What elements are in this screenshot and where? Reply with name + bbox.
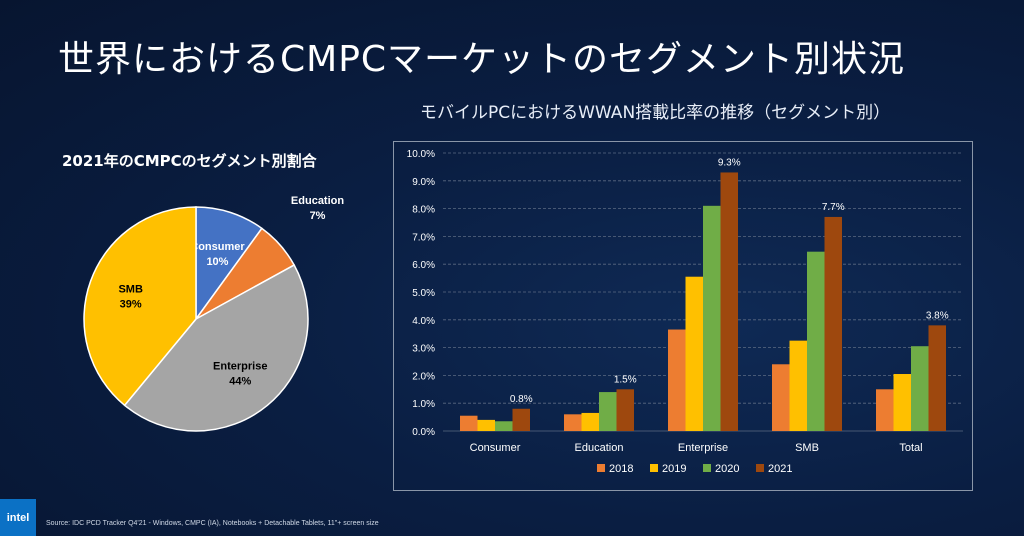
- data-label-enterprise: 9.3%: [718, 157, 741, 168]
- bar-education-2020: [599, 392, 617, 431]
- bar-consumer-2019: [477, 419, 495, 431]
- bar-total-2019: [893, 374, 911, 431]
- y-tick-label: 1.0%: [412, 399, 435, 410]
- pie-value-enterprise: 44%: [229, 376, 251, 388]
- y-tick-label: 2.0%: [412, 371, 435, 382]
- y-tick-label: 5.0%: [412, 288, 435, 299]
- x-tick-label: Consumer: [470, 442, 521, 454]
- legend-swatch-2018: [597, 464, 605, 472]
- bar-smb-2020: [807, 251, 825, 431]
- bar-total-2018: [876, 389, 894, 431]
- pie-slice-smb: [83, 206, 197, 407]
- pie-label-smb: SMB: [118, 283, 143, 295]
- pie-value-consumer: 10%: [206, 256, 228, 268]
- bar-education-2019: [581, 412, 599, 431]
- bar-consumer-2018: [460, 415, 478, 431]
- y-tick-label: 4.0%: [412, 316, 435, 327]
- bar-enterprise-2020: [703, 205, 721, 431]
- legend-label-2019: 2019: [662, 463, 686, 475]
- y-tick-label: 8.0%: [412, 205, 435, 216]
- y-tick-label: 0.0%: [412, 427, 435, 438]
- pie-label-consumer: Consumer: [190, 241, 245, 253]
- pie-value-smb: 39%: [120, 298, 142, 310]
- y-tick-label: 7.0%: [412, 232, 435, 243]
- pie-chart-title: 2021年のCMPCのセグメント別割合: [62, 152, 317, 170]
- y-tick-label: 6.0%: [412, 260, 435, 271]
- bar-consumer-2021: [512, 408, 530, 431]
- intel-logo: intel: [0, 499, 36, 536]
- legend-swatch-2021: [756, 464, 764, 472]
- data-label-total: 3.8%: [926, 310, 949, 321]
- bar-total-2021: [928, 325, 946, 431]
- bar-consumer-2020: [495, 421, 513, 431]
- x-tick-label: Education: [575, 442, 624, 454]
- pie-label-education: Education: [291, 195, 344, 207]
- y-tick-label: 10.0%: [407, 149, 435, 160]
- data-label-consumer: 0.8%: [510, 394, 533, 405]
- pie-value-education: 7%: [310, 210, 326, 222]
- x-tick-label: Enterprise: [678, 442, 728, 454]
- source-note: Source: IDC PCD Tracker Q4'21 - Windows,…: [46, 520, 379, 527]
- data-label-education: 1.5%: [614, 374, 637, 385]
- legend-label-2021: 2021: [768, 463, 792, 475]
- intel-logo-text: intel: [6, 511, 30, 524]
- bar-education-2021: [616, 389, 634, 431]
- x-tick-label: SMB: [795, 442, 819, 454]
- bar-enterprise-2018: [668, 329, 686, 431]
- slide-title: 世界におけるCMPCマーケットのセグメント別状況: [58, 39, 906, 80]
- bar-chart: 0.0% 1.0% 2.0% 3.0% 4.0% 5.0% 6.0% 7.0% 8.0% 9.0%…: [407, 149, 963, 475]
- y-tick-label: 3.0%: [412, 344, 435, 355]
- bar-total-2020: [911, 346, 929, 431]
- bar-education-2018: [564, 414, 582, 431]
- bar-chart-frame: [393, 141, 973, 491]
- legend-label-2020: 2020: [715, 463, 739, 475]
- pie-slice-enterprise: [123, 264, 309, 432]
- bar-smb-2019: [789, 340, 807, 431]
- legend-swatch-2019: [650, 464, 658, 472]
- y-tick-label: 9.0%: [412, 177, 435, 188]
- pie-chart: Consumer 10% Education 7% Enterprise 44% SMB 39…: [83, 195, 344, 432]
- bar-enterprise-2021: [720, 172, 738, 431]
- legend-label-2018: 2018: [609, 463, 633, 475]
- bar-enterprise-2019: [685, 276, 703, 431]
- bar-chart-title: モバイルPCにおけるWWAN搭載比率の推移（セグメント別）: [420, 103, 891, 123]
- x-tick-label: Total: [899, 442, 922, 454]
- data-label-smb: 7.7%: [822, 202, 845, 213]
- bar-smb-2021: [824, 216, 842, 431]
- pie-label-enterprise: Enterprise: [213, 361, 267, 373]
- bar-smb-2018: [772, 364, 790, 431]
- legend-swatch-2020: [703, 464, 711, 472]
